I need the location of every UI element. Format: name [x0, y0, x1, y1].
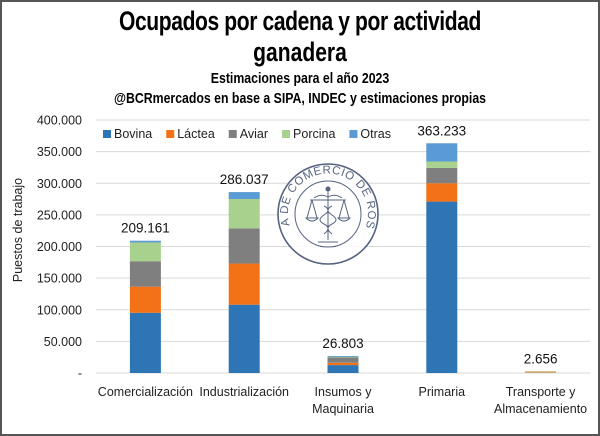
y-tick-label: 200.000 [37, 240, 82, 254]
x-tick-label: Primaria [419, 385, 466, 399]
x-tick-label: Maquinaria [312, 402, 374, 416]
y-tick-labels: - 50.000 100.000 150.000 200.000 250.000 300.0… [37, 114, 82, 381]
y-tick-label: 250.000 [37, 208, 82, 222]
x-tick-label: Insumos y [315, 385, 373, 399]
y-tick-label: 150.000 [37, 272, 82, 286]
bar-segment-otras [327, 356, 359, 357]
bar-segment-lactea [327, 362, 359, 366]
x-tick-label: Almacenamiento [494, 402, 587, 416]
x-tick-label: Comercialización [98, 385, 193, 399]
bar-segment-otras [129, 240, 161, 243]
chart-subtitle: Estimaciones para el año 2023 [210, 70, 390, 87]
y-tick-label: 300.000 [37, 177, 82, 191]
bar-segment-porcina [426, 161, 458, 168]
bar-segment-lactea [426, 183, 458, 202]
y-tick-label: 400.000 [37, 114, 82, 128]
legend-swatch [228, 130, 237, 138]
legend-label: Bovina [114, 127, 152, 141]
bar-segment-porcina [327, 356, 359, 358]
legend-swatch [103, 130, 111, 138]
bar-segment-aviar [129, 261, 161, 287]
y-tick-label: 50.000 [44, 335, 82, 349]
legend-item: Aviar [228, 127, 268, 141]
total-labels: 209.161 286.037 26.803 363.233 2.656 [121, 123, 558, 366]
legend-item: Láctea [166, 127, 215, 141]
bar-segment-lactea [129, 286, 161, 313]
bar-segment-bovina [327, 365, 359, 373]
bcr-seal-watermark: BOLSA DE COMERCIO DE ROSARIO [274, 160, 379, 265]
legend-swatch [282, 130, 291, 138]
legend-label: Láctea [177, 127, 215, 141]
y-axis-label: Puestos de trabajo [11, 178, 25, 282]
legend-item: Bovina [103, 127, 152, 141]
legend-item: Otras [349, 127, 391, 141]
legend-item: Porcina [282, 127, 335, 141]
total-label: 2.656 [524, 351, 558, 366]
total-label: 209.161 [121, 221, 170, 236]
legend-label: Otras [360, 127, 391, 141]
bar-segment-bovina [129, 312, 161, 373]
chart-title-line-2: ganadera [253, 37, 347, 67]
y-tick-label: - [78, 367, 82, 381]
chart-title-line-1: Ocupados por cadena y por actividad [118, 6, 482, 36]
chart-source: @BCRmercados en base a SIPA, INDEC y est… [113, 90, 486, 107]
bar-segment-aviar [426, 167, 458, 184]
bar-segment-otras [426, 143, 458, 162]
y-tick-label: 100.000 [37, 303, 82, 317]
seal-inner-ring [294, 180, 362, 248]
y-tick-label: 350.000 [37, 145, 82, 159]
x-tick-labels: Comercialización Industrialización Insumos… [98, 385, 587, 416]
bars [129, 143, 557, 373]
bar-segment-aviar [228, 228, 260, 264]
total-label: 363.233 [417, 123, 466, 138]
legend-label: Porcina [293, 127, 335, 141]
legend-swatch [349, 130, 358, 138]
bar-segment-porcina [228, 198, 260, 229]
bar-segment-aviar [327, 357, 359, 363]
total-label: 286.037 [220, 172, 269, 187]
x-tick-label: Transporte y [506, 385, 576, 399]
legend-swatch [166, 130, 175, 138]
bar-segment-bovina [426, 201, 458, 373]
bar-segment-lactea [228, 263, 260, 305]
bar-segment-bovina [228, 304, 260, 373]
bar-segment-otras [228, 192, 260, 199]
bar-segment-porcina [129, 242, 161, 262]
x-tick-label: Industrialización [199, 385, 289, 399]
legend-label: Aviar [240, 127, 268, 141]
caduceus-scales-icon [304, 186, 352, 243]
legend: Bovina Láctea Aviar Porcina Otras [103, 127, 391, 141]
bar-segment-transporte [525, 371, 557, 373]
total-label: 26.803 [322, 336, 363, 351]
